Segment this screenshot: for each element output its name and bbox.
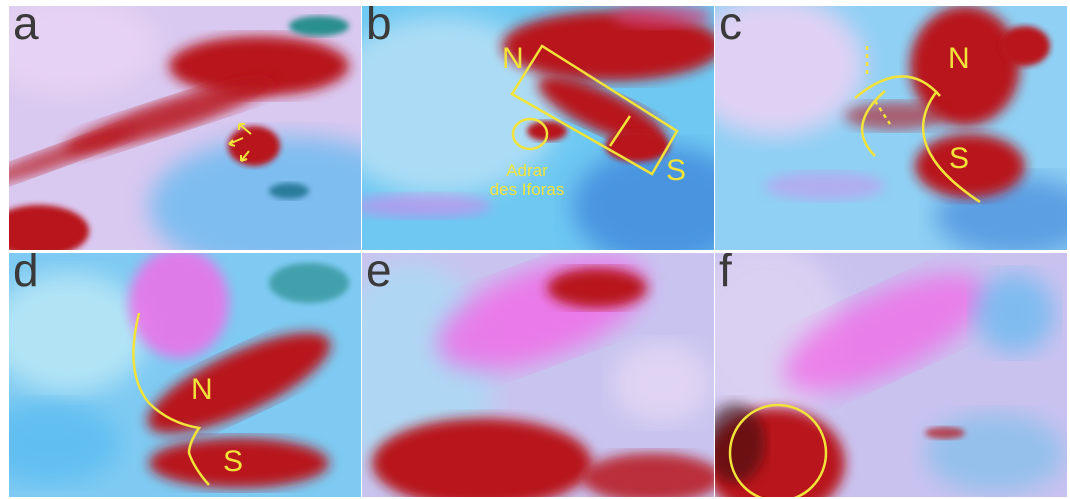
panel-a: a <box>9 6 361 250</box>
label-n: N <box>191 373 213 406</box>
panel-letter: b <box>366 6 392 49</box>
adrar-label: Adrar des Iforas <box>472 161 582 199</box>
label-s: S <box>666 154 687 187</box>
panel-letter: d <box>13 253 39 296</box>
label-n: N <box>948 42 970 75</box>
panel-letter: f <box>719 253 732 296</box>
outflow-boundary <box>132 312 210 486</box>
label-s: S <box>949 142 970 175</box>
satellite-image-a <box>9 6 361 250</box>
panel-c: c N S <box>715 6 1067 250</box>
panel-letter: c <box>719 6 742 49</box>
panel-e: e <box>362 253 714 497</box>
adrar-circle <box>511 117 549 151</box>
mcs-circle <box>728 403 828 497</box>
label-s: S <box>223 445 244 478</box>
panel-letter: a <box>13 6 39 49</box>
flow-arrows <box>228 123 252 162</box>
panel-letter: e <box>366 253 392 296</box>
front-arcs <box>854 46 981 204</box>
region-box <box>510 44 679 176</box>
panel-b: b N S Adrar des Iforas <box>362 6 714 250</box>
label-n: N <box>502 42 524 75</box>
satellite-image-b <box>362 6 714 250</box>
panel-d: d N S <box>9 253 361 497</box>
adrar-label-line1: Adrar <box>506 161 548 180</box>
satellite-image-c <box>715 6 1067 250</box>
satellite-image-f <box>715 253 1067 497</box>
satellite-image-d <box>9 253 361 497</box>
adrar-label-line2: des Iforas <box>489 179 565 199</box>
satellite-image-e <box>362 253 714 497</box>
panel-f: f <box>715 253 1067 497</box>
